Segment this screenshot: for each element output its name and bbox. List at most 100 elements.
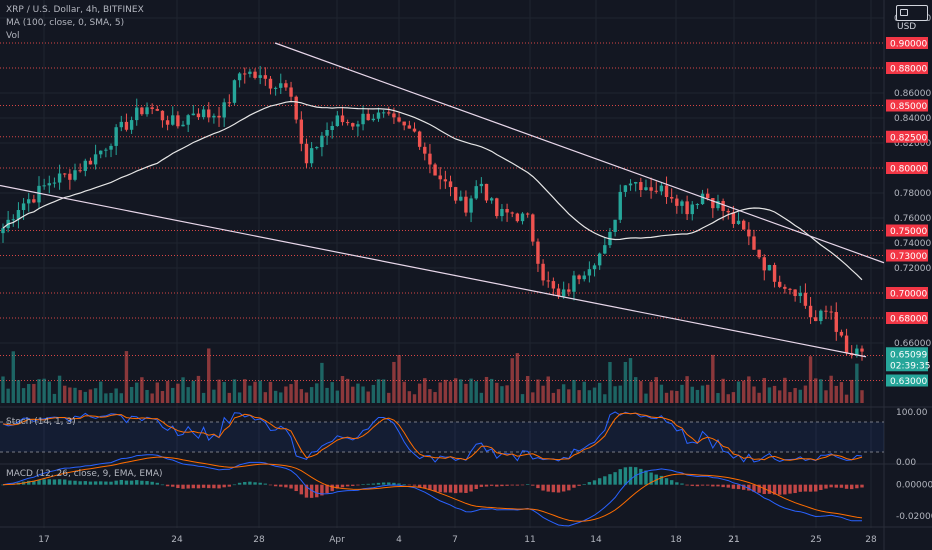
volume-bar [459,379,463,403]
macd-bar [680,483,684,485]
candle-body [633,182,638,184]
macd-bar [639,468,643,485]
candle-body [258,75,262,78]
volume-bar [644,393,648,403]
macd-bar [155,482,160,485]
volume-bar [201,392,206,403]
candle-body [479,183,484,187]
volume-legend[interactable]: Vol [6,31,20,41]
volume-bars [1,348,864,403]
macd-bar [140,480,144,485]
level-label-box [886,99,928,112]
candle-body [165,120,170,125]
volume-bar [27,383,31,403]
candle-body [623,185,628,192]
macd-bar [669,480,674,485]
candle-body [222,102,226,118]
macd-bar [453,484,458,494]
candle-body [397,117,401,122]
candle-body [798,292,802,297]
candle-body [829,311,833,313]
macd-bar [1,484,5,486]
macd-bar [145,481,149,485]
stoch-d-line [2,412,863,461]
volume-bar [186,387,190,403]
candle-body [510,212,514,214]
volume-bar [289,384,293,403]
macd-bar [57,479,62,485]
candle-body [63,173,67,175]
candle-body [469,198,473,213]
candle-body [783,286,787,289]
currency-button[interactable]: USD [896,5,928,32]
macd-bar [464,484,468,493]
volume-bar [819,379,823,403]
volume-bar [711,354,715,403]
volume-bar [700,385,705,403]
volume-bar [453,378,458,403]
candle-body [392,113,396,118]
volume-bar [129,386,134,403]
macd-bar [258,482,262,485]
candle-body [695,204,700,206]
candle-body [371,118,376,121]
candle-body [705,193,710,199]
candle-body [73,170,77,180]
volume-bar [597,382,602,403]
macd-bar [37,479,41,485]
macd-legend[interactable]: MACD (12, 26, close, 9, EMA, EMA) [6,469,163,479]
candle-body [417,131,422,147]
macd-bar [299,484,304,495]
volume-bar [181,377,185,403]
macd-bar [469,484,473,492]
macd-bar [613,472,617,485]
candle-body [243,73,247,75]
volume-bar [212,389,216,403]
volume-bar [824,390,828,403]
candle-body [135,107,139,121]
volume-bar [294,380,298,403]
candle-body [567,289,571,292]
volume-bar [685,376,689,403]
candle-body [844,335,849,354]
candle-body [726,210,730,213]
candle-body [309,148,314,164]
volume-bar [412,394,417,403]
volume-bar [680,384,684,403]
macd-bar [366,483,370,485]
macd-bar [243,482,247,485]
volume-bar [850,379,854,403]
volume-bar [371,384,376,403]
candle-body [78,170,82,172]
volume-bar [279,392,283,403]
volume-bar [572,379,576,403]
y-tick-label: 0.82000 [894,139,931,149]
volume-bar [628,358,633,403]
macd-bar [417,484,422,488]
macd-bar [752,484,756,492]
level-label: 0.70000 [890,290,927,300]
candle-body [47,183,51,186]
ma-legend[interactable]: MA (100, close, 0, SMA, 5) [6,18,125,28]
volume-bar [654,377,658,403]
level-label-box [886,37,928,49]
volume-bar [78,390,82,403]
candle-body [613,219,617,232]
candle-body [140,107,144,115]
volume-bar [402,381,406,403]
volume-bar [639,381,643,403]
macd-bar [587,482,592,485]
candle-body [561,289,566,297]
symbol-legend[interactable]: XRP / U.S. Dollar, 4h, BITFINEX [6,5,144,15]
macd-bar [788,484,792,494]
volume-bar [309,387,314,403]
volume-bar [315,383,319,403]
macd-bar [263,483,268,485]
candle-body [268,78,273,89]
candle-body [104,149,108,151]
candle-body [273,87,278,89]
volume-bar [772,385,777,403]
macd-bar [392,482,396,485]
stoch-legend[interactable]: Stoch (14, 1, 3) [6,417,76,427]
